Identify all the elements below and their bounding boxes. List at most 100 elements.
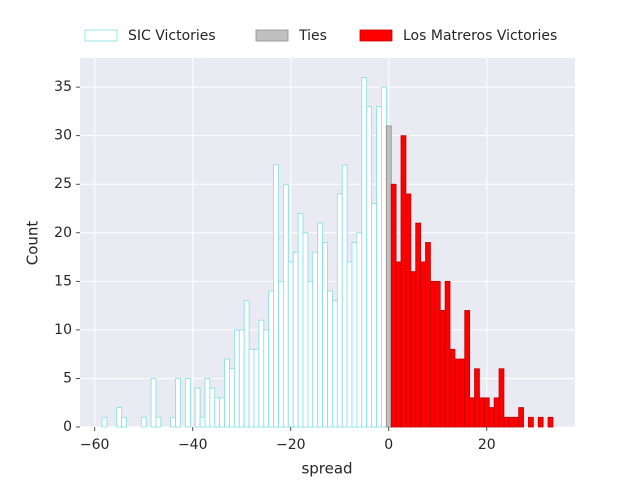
- histogram-bar: [405, 193, 412, 428]
- histogram-bar: [385, 125, 392, 428]
- y-axis-label: Count: [24, 221, 42, 266]
- histogram-bar: [361, 77, 368, 428]
- histogram-bar: [400, 135, 407, 428]
- histogram-bar: [493, 397, 500, 428]
- histogram-bar: [209, 387, 216, 428]
- legend-swatch: [255, 29, 289, 42]
- histogram-bar: [175, 378, 181, 428]
- histogram-bar: [194, 387, 201, 428]
- histogram-bar: [278, 280, 284, 428]
- x-tick-label: 0: [384, 437, 393, 453]
- histogram-bar: [518, 407, 524, 428]
- histogram-bar: [395, 261, 402, 428]
- histogram-bar: [273, 164, 279, 428]
- histogram-bar: [263, 329, 270, 428]
- histogram-bar: [346, 261, 353, 428]
- histogram-bar: [238, 329, 245, 428]
- histogram-bar: [253, 348, 260, 428]
- histogram-bar: [444, 280, 451, 428]
- histogram-bar: [204, 378, 211, 428]
- histogram-bar: [341, 164, 348, 428]
- histogram-bar: [366, 106, 373, 428]
- bars: [101, 77, 554, 428]
- histogram-bar: [537, 416, 544, 428]
- histogram-bar: [483, 397, 490, 428]
- histogram-bar: [371, 203, 377, 428]
- histogram-bar: [282, 183, 289, 428]
- y-tick-label: 5: [63, 370, 72, 386]
- histogram-bar: [243, 300, 250, 428]
- histogram-bar: [248, 348, 255, 428]
- histogram-bar: [327, 290, 333, 428]
- histogram-bar: [528, 416, 534, 428]
- histogram-bar: [184, 378, 191, 428]
- histogram-bar: [439, 310, 446, 428]
- histogram-bar: [503, 416, 510, 428]
- histogram-bar: [121, 416, 127, 428]
- histogram-bar: [410, 271, 417, 428]
- histogram-bar: [420, 261, 426, 428]
- histogram-bar: [469, 397, 475, 428]
- histogram-bar: [381, 86, 387, 428]
- x-tick-label: −40: [178, 437, 208, 453]
- histogram-bar: [214, 397, 221, 428]
- histogram-bar: [488, 407, 495, 428]
- histogram-bar: [170, 416, 176, 428]
- y-tick-label: 0: [63, 419, 72, 435]
- x-tick-label: 20: [478, 437, 496, 453]
- histogram-bar: [229, 368, 235, 428]
- x-axis-label: spread: [301, 460, 352, 478]
- histogram-bar: [307, 280, 314, 428]
- histogram-bar: [351, 242, 358, 428]
- x-tick-label: −20: [276, 437, 306, 453]
- histogram-bar: [434, 280, 441, 428]
- legend-label: Ties: [298, 28, 327, 44]
- histogram-bar: [390, 183, 397, 428]
- y-tick-label: 10: [54, 322, 72, 338]
- histogram-bar: [219, 397, 225, 428]
- histogram-bar: [474, 368, 480, 428]
- histogram-bar: [513, 416, 520, 428]
- histogram-bar: [258, 319, 265, 428]
- legend-label: SIC Victories: [128, 28, 216, 44]
- histogram-bar: [425, 242, 431, 428]
- y-tick-label: 35: [54, 79, 72, 95]
- histogram-bar: [479, 397, 485, 428]
- histogram-bar: [376, 106, 382, 428]
- y-tick-label: 30: [54, 128, 72, 144]
- histogram-bar: [287, 261, 294, 428]
- histogram-bar: [508, 416, 515, 428]
- histogram-bar: [547, 416, 554, 428]
- histogram-bar: [430, 280, 436, 428]
- legend-label: Los Matreros Victories: [403, 28, 557, 44]
- histogram-bar: [415, 222, 422, 428]
- histogram-bar: [233, 329, 240, 428]
- histogram-bar: [292, 251, 299, 428]
- histogram-bar: [356, 232, 363, 428]
- legend-swatch: [359, 29, 393, 42]
- histogram-bar: [297, 212, 304, 428]
- y-tick-label: 20: [54, 225, 72, 241]
- legend: SIC Victories Ties Los Matreros Victories: [84, 28, 557, 44]
- x-tick-label: −60: [80, 437, 110, 453]
- histogram-bar: [322, 242, 328, 428]
- histogram-bar: [199, 416, 206, 428]
- histogram-bar: [498, 368, 505, 428]
- y-tick-label: 15: [54, 273, 72, 289]
- histogram-bar: [116, 407, 123, 428]
- histogram-bar: [332, 300, 338, 428]
- histogram-bar: [336, 193, 343, 428]
- histogram-bar: [101, 416, 108, 428]
- histogram-bar: [312, 251, 319, 428]
- histogram-bar: [268, 290, 274, 428]
- histogram-bar: [459, 358, 466, 428]
- histogram-bar: [464, 310, 471, 428]
- histogram-bar: [224, 358, 230, 428]
- legend-swatch: [84, 29, 118, 42]
- axes: 0 5 10 15 20 25 30 35 −60 −40 −20 0 20: [54, 79, 496, 453]
- y-tick-label: 25: [54, 176, 72, 192]
- histogram-bar: [150, 378, 157, 428]
- histogram-bar: [317, 222, 323, 428]
- histogram-bar: [449, 348, 456, 428]
